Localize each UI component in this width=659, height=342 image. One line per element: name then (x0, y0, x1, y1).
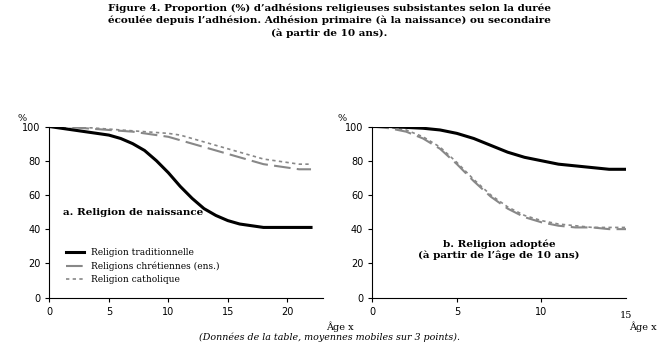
Text: a. Religion de naissance: a. Religion de naissance (63, 208, 204, 216)
Text: 15: 15 (620, 311, 632, 320)
Text: Âge x: Âge x (629, 321, 656, 332)
Text: (Données de la table, moyennes mobiles sur 3 points).: (Données de la table, moyennes mobiles s… (199, 332, 460, 342)
Legend: Religion traditionnelle, Religions chrétiennes (ens.), Religion catholique: Religion traditionnelle, Religions chrét… (62, 244, 223, 288)
Text: %: % (337, 114, 347, 123)
Text: Âge x: Âge x (326, 321, 353, 332)
Text: %: % (18, 114, 26, 123)
Text: b. Religion adoptée
(à partir de l’âge de 10 ans): b. Religion adoptée (à partir de l’âge d… (418, 239, 580, 260)
Text: Figure 4. Proportion (%) d’adhésions religieuses subsistantes selon la durée
éco: Figure 4. Proportion (%) d’adhésions rel… (108, 3, 551, 38)
